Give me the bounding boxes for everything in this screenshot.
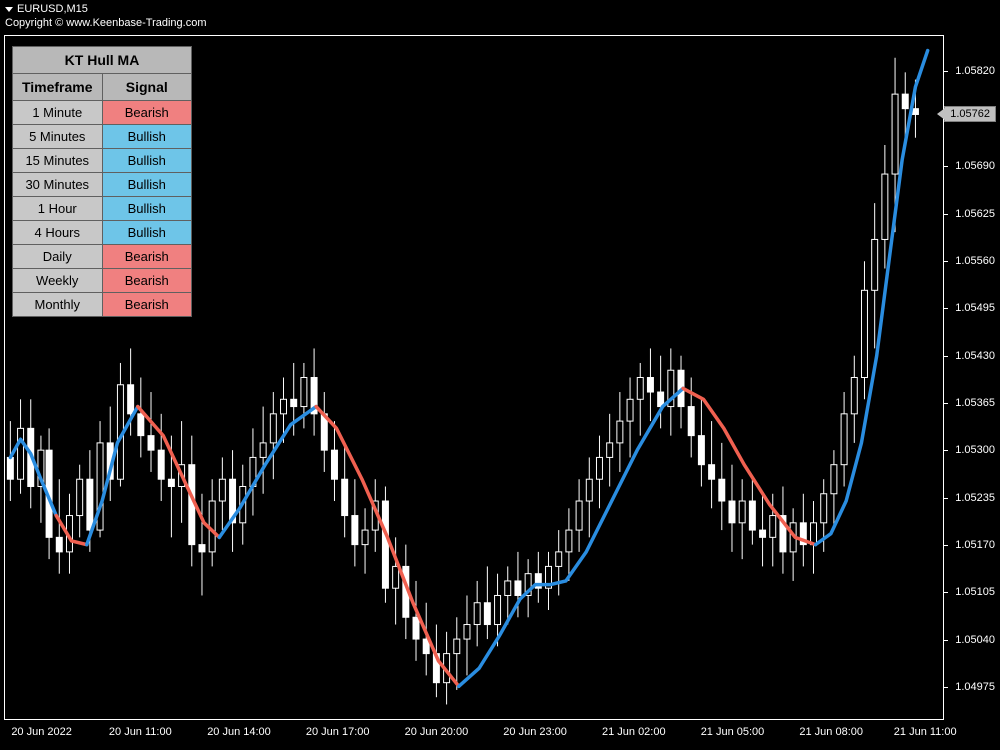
panel-row: 1 MinuteBearish [13,101,192,125]
panel-col-signal: Signal [102,74,192,101]
x-tick-label: 21 Jun 02:00 [602,726,666,738]
y-tick-label: 1.05495 [955,302,995,314]
panel-row: DailyBearish [13,245,192,269]
y-tick-mark [944,71,948,72]
x-axis: 20 Jun 2022 20 Jun 11:00 20 Jun 14:00 20 Ju… [4,726,944,746]
y-tick-mark [944,261,948,262]
x-tick-label: 20 Jun 2022 [11,726,72,738]
panel-cell-timeframe: Daily [13,245,103,269]
panel-cell-signal: Bullish [102,149,192,173]
chart-header: EURUSD,M15 Copyright © www.Keenbase-Trad… [5,3,207,29]
panel-row: 1 HourBullish [13,197,192,221]
panel-cell-timeframe: 4 Hours [13,221,103,245]
y-axis: 1.04975 1.05040 1.05105 1.05170 1.05235 1.053… [944,35,1000,720]
panel-cell-signal: Bullish [102,221,192,245]
panel-cell-signal: Bullish [102,173,192,197]
panel-cell-signal: Bearish [102,269,192,293]
x-tick-label: 21 Jun 11:00 [894,726,957,738]
y-tick-label: 1.05820 [955,65,995,77]
x-tick-label: 20 Jun 11:00 [109,726,172,738]
y-tick-label: 1.04975 [955,681,995,693]
symbol-label[interactable]: EURUSD,M15 [5,3,207,15]
signal-panel: KT Hull MA Timeframe Signal 1 MinuteBear… [12,46,192,317]
y-tick-label: 1.05040 [955,634,995,646]
y-tick-label: 1.05105 [955,586,995,598]
y-tick-mark [944,498,948,499]
panel-cell-timeframe: Weekly [13,269,103,293]
y-tick-label: 1.05430 [955,350,995,362]
y-tick-mark [944,308,948,309]
x-tick-label: 21 Jun 05:00 [701,726,765,738]
panel-cell-timeframe: Monthly [13,293,103,317]
y-tick-mark [944,450,948,451]
y-tick-mark [944,640,948,641]
panel-cell-signal: Bullish [102,197,192,221]
panel-cell-timeframe: 30 Minutes [13,173,103,197]
y-tick-mark [944,592,948,593]
panel-col-timeframe: Timeframe [13,74,103,101]
x-tick-label: 21 Jun 08:00 [799,726,863,738]
y-tick-mark [944,356,948,357]
y-tick-mark [944,166,948,167]
y-tick-label: 1.05690 [955,160,995,172]
copyright-text: Copyright © www.Keenbase-Trading.com [5,17,207,29]
panel-cell-timeframe: 5 Minutes [13,125,103,149]
panel-title: KT Hull MA [13,47,192,74]
y-tick-label: 1.05300 [955,444,995,456]
panel-row: 5 MinutesBullish [13,125,192,149]
y-tick-mark [944,403,948,404]
x-tick-label: 20 Jun 14:00 [207,726,271,738]
y-tick-mark [944,687,948,688]
panel-cell-signal: Bullish [102,125,192,149]
panel-cell-timeframe: 15 Minutes [13,149,103,173]
panel-cell-signal: Bearish [102,293,192,317]
panel-cell-timeframe: 1 Minute [13,101,103,125]
current-price-marker: 1.05762 [944,106,996,122]
panel-cell-signal: Bearish [102,245,192,269]
y-tick-label: 1.05235 [955,492,995,504]
panel-row: 30 MinutesBullish [13,173,192,197]
y-tick-mark [944,545,948,546]
y-tick-label: 1.05560 [955,255,995,267]
chevron-down-icon [5,7,13,12]
x-tick-label: 20 Jun 20:00 [405,726,469,738]
y-tick-label: 1.05625 [955,208,995,220]
x-tick-label: 20 Jun 23:00 [503,726,567,738]
x-tick-label: 20 Jun 17:00 [306,726,370,738]
symbol-text: EURUSD,M15 [17,3,88,15]
y-tick-label: 1.05365 [955,397,995,409]
panel-row: 15 MinutesBullish [13,149,192,173]
panel-row: 4 HoursBullish [13,221,192,245]
panel-cell-timeframe: 1 Hour [13,197,103,221]
panel-cell-signal: Bearish [102,101,192,125]
y-tick-label: 1.05170 [955,539,995,551]
panel-row: WeeklyBearish [13,269,192,293]
y-tick-mark [944,214,948,215]
panel-row: MonthlyBearish [13,293,192,317]
